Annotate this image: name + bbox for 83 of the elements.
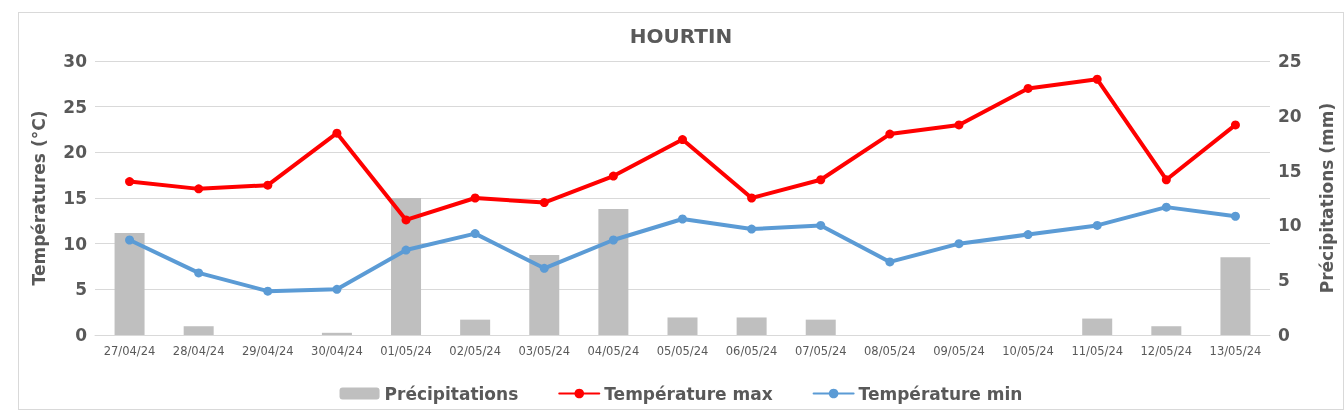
point: [539, 198, 549, 208]
x-tick-label: 07/05/24: [794, 344, 847, 358]
x-tick-label: 27/04/24: [103, 344, 156, 358]
point: [194, 268, 204, 278]
y2-tick-label: 10: [1278, 215, 1302, 236]
y-tick-label: 25: [63, 96, 87, 117]
point: [954, 120, 964, 130]
bar: [736, 317, 767, 335]
point: [678, 135, 687, 145]
point: [401, 215, 411, 225]
y2-tick-label: 15: [1278, 160, 1302, 181]
x-tick-label: 05/05/24: [656, 344, 709, 358]
bar: [1151, 326, 1182, 335]
point: [539, 263, 549, 273]
y2-tick-label: 25: [1278, 51, 1302, 71]
point: [816, 175, 826, 185]
point: [1023, 230, 1033, 240]
y-axis-title: Températures (°C): [28, 110, 49, 286]
point: [263, 180, 273, 190]
x-tick-label: 04/05/24: [587, 344, 640, 358]
x-tick-label: 03/05/24: [518, 344, 571, 358]
point: [332, 284, 342, 294]
bar: [460, 319, 491, 335]
point: [125, 235, 135, 245]
bar: [1082, 318, 1113, 335]
y-tick-label: 30: [63, 51, 88, 71]
y2-axis-title: Précipitations (mm): [1316, 102, 1337, 294]
point: [678, 214, 687, 224]
point: [1092, 220, 1102, 230]
point: [1161, 202, 1171, 212]
chart-title: HOURTIN: [629, 24, 733, 48]
point: [1230, 211, 1240, 221]
x-tick-label: 28/04/24: [172, 344, 225, 358]
y-tick-label: 5: [75, 279, 87, 300]
point: [608, 235, 618, 245]
legend-label: Précipitations: [384, 383, 519, 404]
point: [1230, 120, 1240, 130]
point: [747, 224, 757, 234]
point: [885, 129, 895, 139]
x-tick-label: 30/04/24: [311, 344, 363, 358]
point: [1023, 83, 1033, 93]
y-tick-label: 15: [63, 188, 87, 208]
y2-tick-label: 5: [1278, 270, 1290, 291]
x-tick-label: 06/05/24: [725, 344, 778, 358]
point: [470, 229, 480, 239]
x-tick-label: 02/05/24: [449, 344, 501, 358]
y-tick-label: 20: [63, 142, 88, 163]
point: [401, 245, 411, 255]
point: [885, 257, 895, 267]
y2-tick-label: 0: [1278, 325, 1290, 345]
point: [1161, 175, 1171, 185]
point: [125, 177, 135, 187]
bar: [1220, 257, 1251, 335]
x-tick-label: 10/05/24: [1002, 344, 1054, 358]
point: [1092, 74, 1102, 84]
bar: [183, 326, 214, 335]
bar: [321, 332, 352, 335]
point: [747, 193, 757, 203]
bar: [529, 254, 560, 335]
x-tick-label: 13/05/24: [1209, 344, 1262, 358]
y2-tick-label: 20: [1278, 105, 1302, 126]
point: [608, 171, 618, 181]
point: [470, 193, 480, 203]
x-tick-label: 29/04/24: [241, 344, 294, 358]
bar: [391, 198, 422, 335]
point: [263, 286, 273, 296]
bar: [667, 317, 698, 335]
y-tick-label: 0: [75, 325, 88, 345]
bar: [114, 233, 145, 335]
bar: [805, 319, 836, 335]
x-tick-label: 08/05/24: [864, 344, 916, 358]
legend-label: Température min: [858, 383, 1023, 404]
x-tick-label: 09/05/24: [933, 344, 985, 358]
x-tick-label: 01/05/24: [380, 344, 432, 358]
point: [332, 128, 342, 138]
legend-label: Température max: [604, 383, 773, 404]
bar: [598, 208, 629, 335]
point: [194, 184, 204, 194]
point: [954, 239, 964, 249]
x-tick-label: 12/05/24: [1140, 344, 1193, 358]
point: [816, 220, 826, 230]
x-tick-label: 11/05/24: [1071, 344, 1124, 358]
y-tick-label: 10: [63, 233, 88, 254]
